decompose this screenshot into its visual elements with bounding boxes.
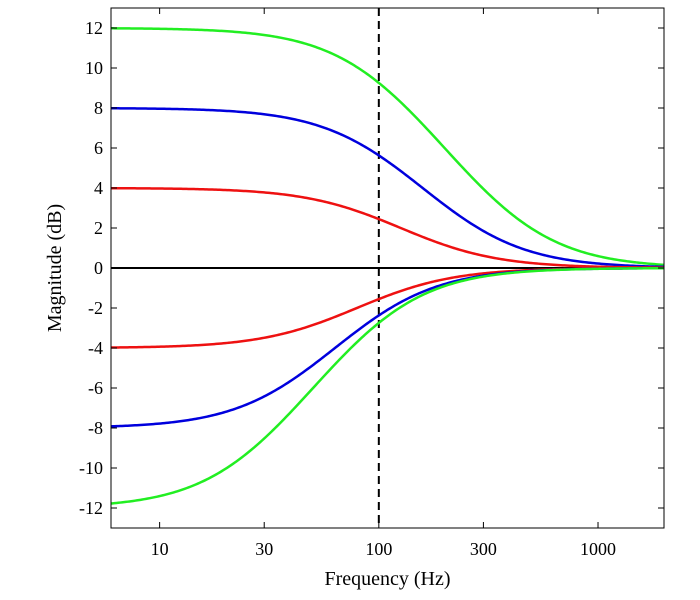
series-line-boost-12db	[110, 27, 665, 267]
y-tick-label: -12	[79, 498, 103, 518]
x-tick-label: 100	[365, 539, 392, 559]
y-tick-label: -4	[88, 338, 103, 358]
series-line-cut-8db	[110, 266, 665, 428]
series-line-cut-12db	[110, 266, 665, 505]
y-tick-label: -8	[88, 418, 103, 438]
series-line-boost-4db	[110, 186, 665, 269]
y-tick-label: -2	[88, 298, 103, 318]
x-tick-label: 30	[255, 539, 273, 559]
x-tick-label: 1000	[580, 539, 616, 559]
y-tick-label: 4	[94, 178, 103, 198]
y-tick-label: 12	[85, 18, 103, 38]
axis-ticks: 10 30 100 300 1000 12 10 8 6 4 2 0 -2 -4 -6 -8 -10 -12	[79, 8, 664, 559]
y-tick-label: 0	[94, 258, 103, 278]
x-tick-label: 300	[470, 539, 497, 559]
y-tick-label: 6	[94, 138, 103, 158]
x-tick-label: 10	[151, 539, 169, 559]
series-lines	[110, 27, 665, 505]
y-tick-label: -10	[79, 458, 103, 478]
series-line-cut-4db	[110, 266, 665, 349]
x-axis-label: Frequency (Hz)	[324, 568, 450, 590]
y-tick-label: 8	[94, 98, 103, 118]
series-line-boost-8db	[110, 107, 665, 269]
y-tick-label: 2	[94, 218, 103, 238]
y-tick-label: -6	[88, 378, 103, 398]
y-tick-label: 10	[85, 58, 103, 78]
y-axis-label: Magnitude (dB)	[44, 204, 66, 332]
